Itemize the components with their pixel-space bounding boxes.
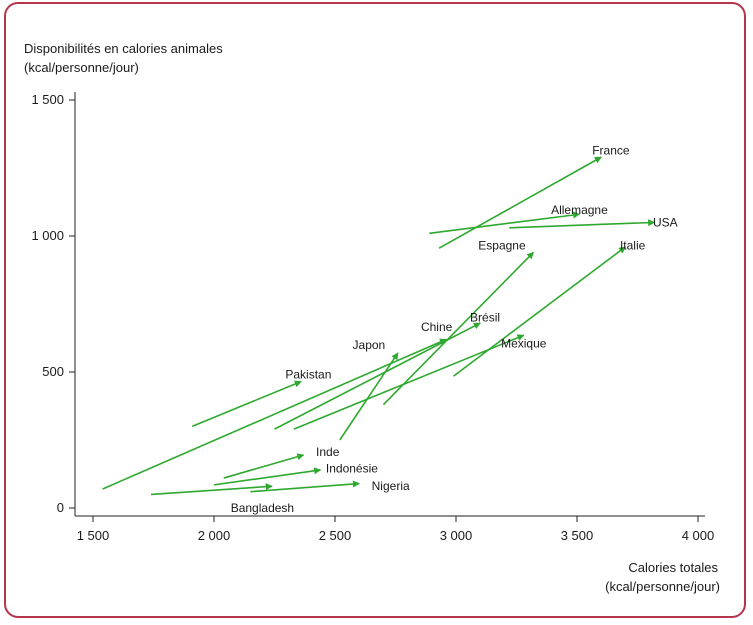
y-tick-label: 500 [42, 364, 64, 379]
label-chine: Chine [421, 320, 453, 334]
label-bresil: Brésil [470, 311, 500, 325]
x-tick-label: 3 000 [440, 528, 473, 543]
arrow-pakistan [191, 380, 302, 428]
y-tick-label: 0 [57, 500, 64, 515]
x-tick-label: 3 500 [561, 528, 594, 543]
label-inde: Inde [316, 445, 340, 459]
label-japon: Japon [353, 338, 386, 352]
y-tick-label: 1 500 [31, 92, 64, 107]
arrow-espagne [382, 251, 535, 406]
y-tick-group: 0 500 1 000 1 500 [31, 92, 75, 515]
label-pakistan: Pakistan [285, 368, 331, 382]
x-tick-label: 2 500 [319, 528, 352, 543]
x-tick-label: 1 500 [77, 528, 110, 543]
arrow-allemagne [429, 211, 581, 235]
arrow-nigeria [250, 480, 360, 493]
label-bangladesh: Bangladesh [231, 501, 294, 515]
y-axis-title-line1: Disponibilités en calories animales [24, 41, 223, 56]
label-france: France [592, 143, 630, 157]
arrow-series-group [102, 156, 656, 496]
label-allemagne: Allemagne [551, 203, 608, 217]
x-axis-title-line2: (kcal/personne/jour) [605, 579, 720, 594]
x-tick-label: 2 000 [198, 528, 231, 543]
label-indonesie: Indonésie [326, 462, 378, 476]
arrow-inde [223, 453, 305, 479]
label-usa: USA [653, 215, 678, 229]
y-axis-title-line2: (kcal/personne/jour) [24, 60, 139, 75]
label-nigeria: Nigeria [372, 479, 410, 493]
x-axis-title-line1: Calories totales [628, 560, 718, 575]
arrow-mexique [293, 334, 525, 430]
arrow-indonesie [213, 467, 322, 486]
label-espagne: Espagne [478, 239, 526, 253]
arrow-italie [453, 246, 626, 377]
label-italie: Italie [620, 239, 646, 253]
arrow-bangladesh [151, 483, 273, 496]
figure-frame [4, 2, 746, 618]
y-tick-label: 1 000 [31, 228, 64, 243]
arrow-usa [509, 219, 656, 229]
arrow-chine [102, 338, 447, 490]
arrow-france [438, 156, 602, 249]
label-mexique: Mexique [501, 336, 547, 350]
country-label-group: France Allemagne USA Espagne Italie MexiqueBr… [231, 143, 678, 515]
x-tick-label: 4 000 [682, 528, 715, 543]
x-tick-group: 1 500 2 000 2 500 3 000 3 500 4 000 [77, 516, 715, 543]
arrow-japon [339, 352, 399, 441]
